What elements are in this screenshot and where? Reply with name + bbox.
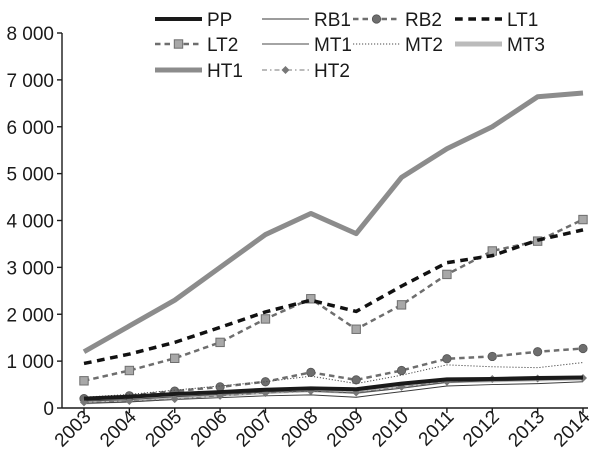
series-line-lt2 [83,218,584,383]
series-lt1 [83,228,584,366]
legend-item-lt2: LT2 [155,35,238,56]
legend-item-rb1: RB1 [262,10,351,31]
legend-label: MT2 [405,35,443,56]
data-point-rb2 [215,382,225,392]
data-point-rb2 [487,351,497,362]
legend-label: LT1 [507,10,538,31]
legend-marker [173,39,184,49]
legend-item-mt3: MT3 [455,35,545,56]
data-point-rb2 [260,377,271,387]
series-pp [83,375,584,401]
series-lt2 [79,214,588,386]
data-point-ht2 [170,395,179,404]
legend-label: LT2 [207,35,238,56]
y-tick-label: 5 000 [6,165,54,186]
y-tick-layer: 0 1 000 2 000 3 000 4 000 5 000 6 000 7 000 8 00… [6,24,62,420]
legend-marker [281,66,290,74]
data-point-lt2 [396,300,407,310]
y-tick-label: 0 [43,399,54,420]
series-ht1 [82,90,584,354]
series-line-pp [83,375,584,401]
data-point-lt2 [578,214,588,225]
data-point-lt2 [351,324,361,334]
y-tick-label: 4 000 [6,212,54,233]
y-tick-label: 6 000 [6,118,54,139]
legend-label: RB2 [405,10,442,31]
series-rb1 [83,381,584,404]
legend: PP RB1 RB2 LT1 LT2 MT1 MT2 MT3 HT1 HT2 [155,10,545,82]
x-tick-label: 2013 [504,407,549,450]
legend-label: PP [207,10,232,31]
x-tick-label: 2011 [415,407,459,450]
legend-item-lt1: LT1 [455,10,538,31]
data-point-lt2 [306,294,316,304]
legend-item-ht1: HT1 [155,61,243,82]
x-tick-label: 2007 [232,407,277,450]
x-tick-layer: 2003 2004 2005 2006 2007 2008 2009 2010 2011 2012… [51,406,595,450]
legend-label: MT3 [507,35,545,56]
y-tick-label: 1 000 [6,352,54,373]
legend-label: HT1 [207,61,243,82]
series-line-lt1 [83,228,584,366]
series-line-rb2 [83,347,584,400]
x-tick-label: 2004 [96,406,141,450]
legend-label: HT2 [314,61,350,82]
x-tick-label: 2014 [550,406,595,450]
data-point-rb2 [442,354,452,364]
data-point-rb2 [396,365,407,376]
legend-item-pp: PP [155,10,232,31]
legend-item-ht2: HT2 [262,61,350,82]
data-point-rb2 [533,347,543,357]
legend-label: MT1 [314,35,352,56]
data-point-rb2 [578,343,588,354]
data-point-lt2 [170,353,180,364]
series-line-rb1 [83,381,584,404]
legend-item-rb2: RB2 [353,10,442,31]
data-point-rb2 [306,367,316,377]
x-tick-label: 2009 [323,407,368,450]
x-tick-label: 2012 [459,407,504,450]
y-tick-label: 7 000 [6,71,54,92]
data-point-lt2 [442,269,452,280]
x-tick-label: 2005 [142,407,187,450]
y-tick-label: 8 000 [6,24,54,45]
x-tick-label: 2008 [278,407,323,450]
x-tick-label: 2006 [187,407,232,450]
data-point-ht2 [125,396,134,405]
data-point-lt2 [79,376,89,386]
legend-item-mt1: MT1 [262,35,352,56]
x-tick-label: 2010 [368,407,413,450]
series-layer [79,90,588,407]
legend-label: RB1 [314,10,351,31]
series-line-ht1 [82,90,584,354]
y-tick-label: 3 000 [6,258,54,279]
x-tick-label: 2003 [51,407,96,450]
data-point-lt2 [215,337,225,348]
legend-marker [371,14,382,24]
legend-item-mt2: MT2 [353,35,443,56]
y-tick-label: 2 000 [6,305,54,326]
data-point-lt2 [260,314,271,324]
data-point-lt2 [124,365,135,376]
